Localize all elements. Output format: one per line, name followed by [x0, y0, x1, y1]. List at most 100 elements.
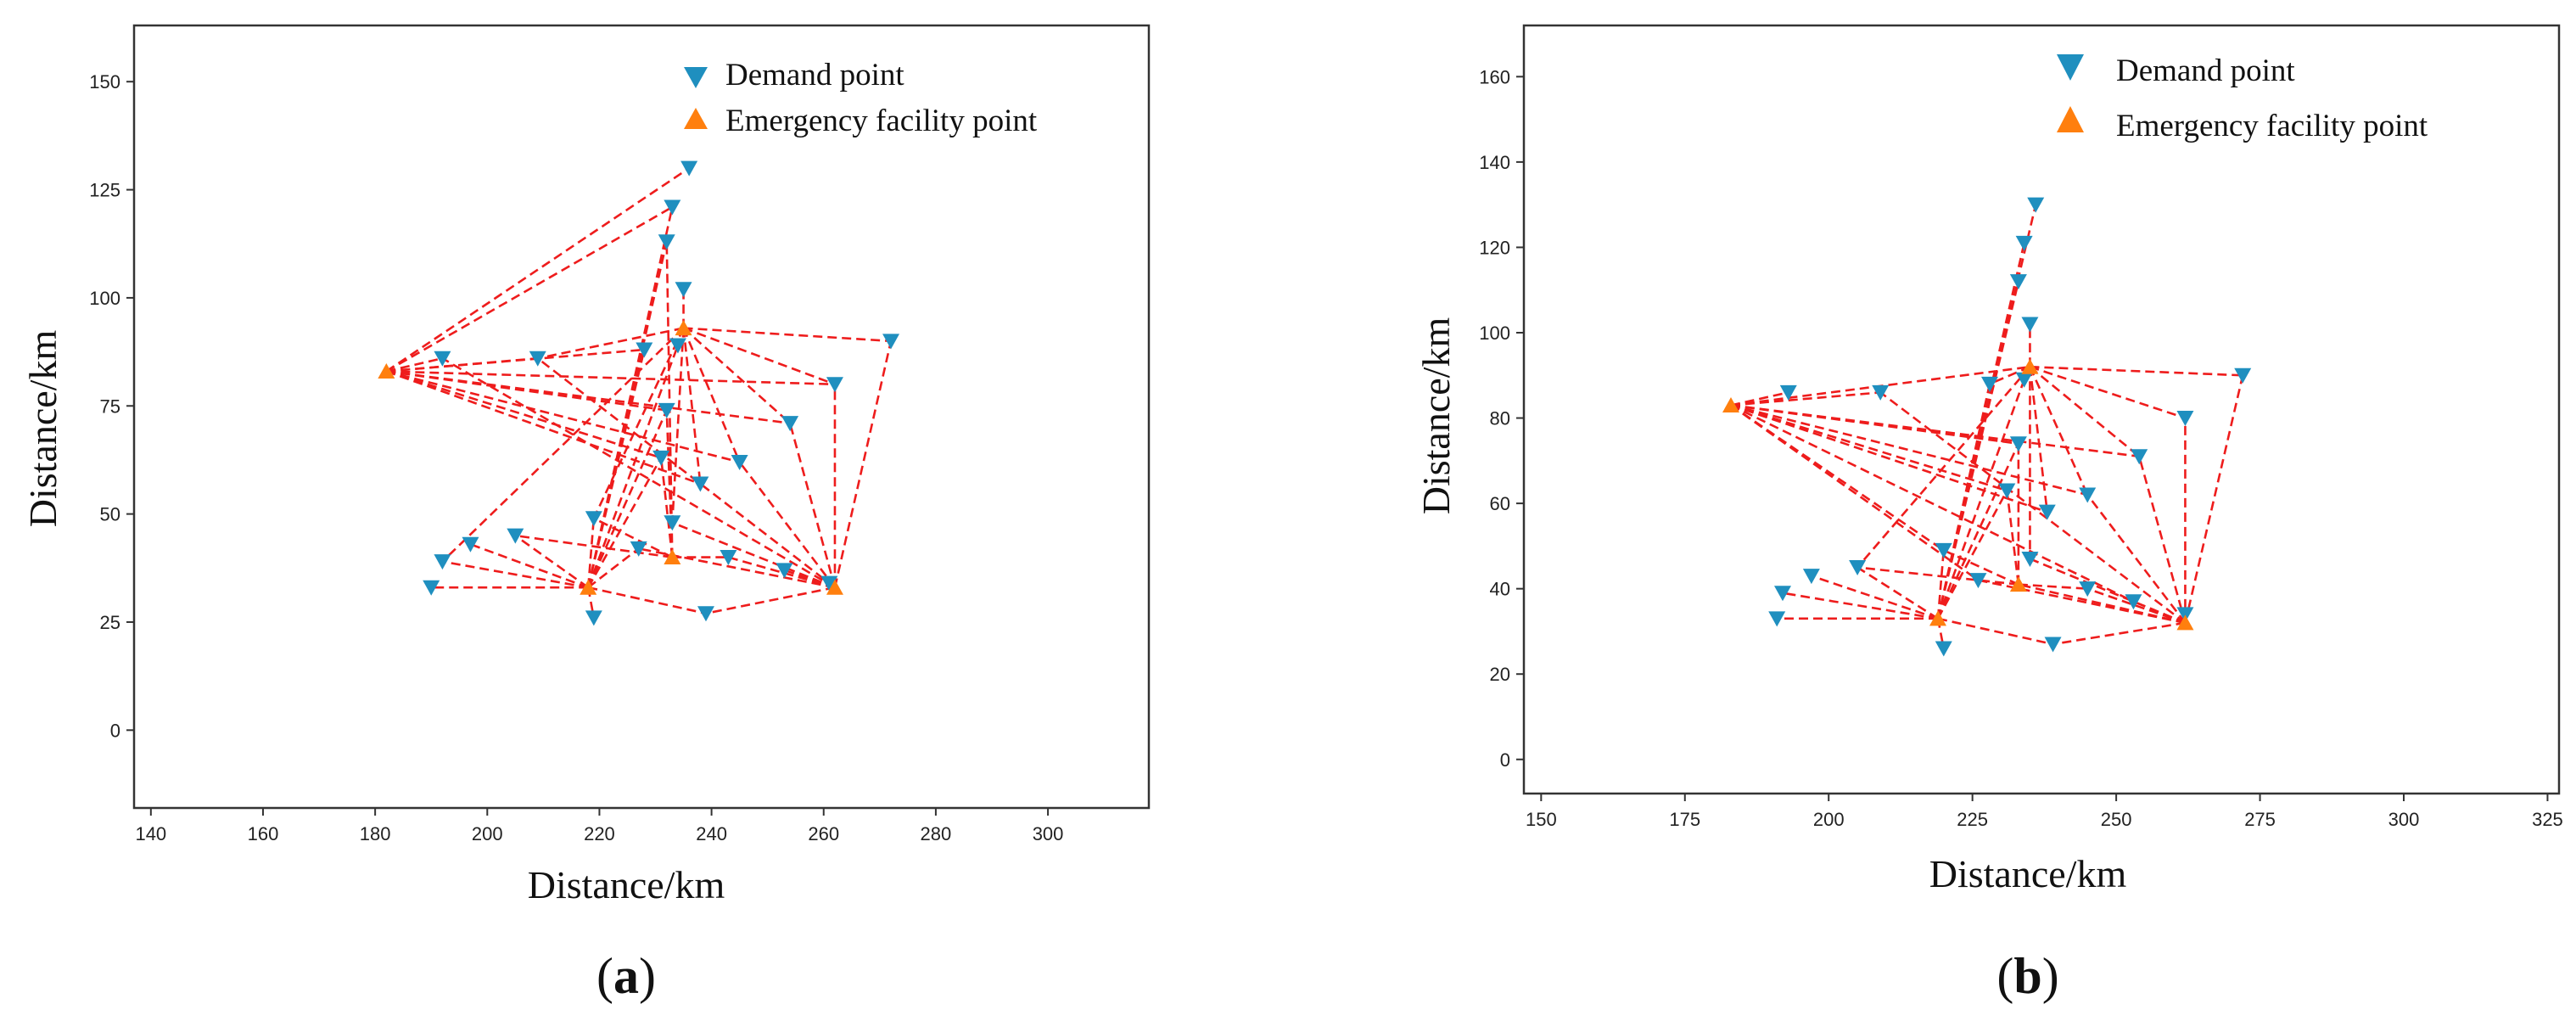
demand-point-marker — [675, 282, 692, 298]
y-tick-label: 150 — [89, 71, 120, 93]
route-lines-a — [385, 167, 893, 619]
facility-point-marker — [2021, 358, 2039, 374]
x-tick-label: 200 — [1813, 809, 1845, 830]
route-line — [385, 205, 673, 373]
x-tick-label: 150 — [1526, 809, 1557, 830]
y-axis-label-b: Distance/km — [1414, 317, 1458, 515]
chart-panel-a: 140 160 180 200 220 240 260 280 300 0 25 50 75 100 125… — [21, 24, 1151, 1004]
route-line — [1936, 490, 2008, 620]
y-tick-label: 120 — [1479, 237, 1510, 258]
route-line — [665, 241, 674, 558]
route-line — [2029, 367, 2049, 513]
demand-point-marker — [2176, 411, 2194, 427]
route-line — [2030, 365, 2186, 419]
demand-point-marker — [658, 402, 675, 418]
legend-b: Demand point Emergency facility point — [2057, 53, 2428, 143]
route-line — [1730, 404, 2088, 496]
x-tick-label: 280 — [921, 823, 952, 844]
demand-point-marker — [776, 563, 793, 579]
route-line — [441, 357, 836, 589]
demand-point-marker — [1768, 611, 1786, 627]
demand-point-marker — [2009, 274, 2027, 290]
y-tick-label: 40 — [1490, 579, 1510, 600]
route-line — [738, 461, 837, 588]
route-line — [592, 328, 685, 519]
legend-demand-label: Demand point — [725, 58, 904, 93]
demand-point-marker — [720, 550, 737, 566]
route-line — [593, 517, 673, 558]
route-line — [1989, 366, 2030, 385]
route-line — [1936, 384, 1991, 620]
x-tick-label: 160 — [248, 823, 279, 844]
legend-facility-label: Emergency facility point — [725, 104, 1038, 138]
demand-point-marker — [820, 575, 838, 592]
demand-point-marker — [664, 515, 681, 531]
demand-point-marker — [697, 606, 714, 622]
route-line — [683, 327, 836, 386]
route-line — [1811, 575, 1939, 620]
route-line — [833, 340, 893, 588]
route-line — [536, 357, 836, 589]
demand-point-marker — [882, 334, 900, 350]
facility-point-marker — [826, 579, 843, 595]
demand-point-marker — [2015, 372, 2033, 388]
axis-ticks-b: 150 175 200 225 250 275 300 325 0 20 40 60 80 100 120 1… — [1479, 66, 2563, 830]
legend-demand-label: Demand point — [2116, 53, 2295, 88]
facility-point-marker — [1929, 610, 1946, 626]
x-tick-label: 325 — [2532, 809, 2563, 830]
y-tick-label: 50 — [100, 504, 120, 525]
y-tick-label: 100 — [89, 288, 120, 309]
y-tick-label: 160 — [1479, 66, 1510, 87]
route-line — [586, 349, 646, 588]
route-line — [671, 521, 836, 589]
route-line — [587, 547, 640, 589]
demand-point-marker — [2044, 637, 2062, 653]
route-line — [587, 457, 663, 588]
facility-point-marker — [2009, 576, 2027, 592]
demand-point-marker — [2079, 581, 2097, 597]
demand-point-marker — [664, 199, 681, 216]
route-line — [1782, 592, 1939, 620]
route-line — [442, 560, 589, 589]
demand-point-marker — [423, 580, 440, 596]
plot-area-a — [132, 24, 1151, 810]
route-line — [659, 457, 674, 558]
y-tick-label: 0 — [110, 720, 120, 741]
demand-point-marker — [1935, 542, 1952, 558]
facility-point-marker — [1722, 396, 1739, 412]
legend-demand-marker — [2057, 54, 2084, 81]
demand-point-marker — [2027, 197, 2045, 213]
x-tick-label: 275 — [2244, 809, 2276, 830]
demand-point-marker — [1774, 586, 1791, 602]
route-line — [1856, 566, 1939, 620]
demand-point-marker — [2131, 449, 2148, 465]
chart-panel-b: 150 175 200 225 250 275 300 325 0 20 40 60 80 100 120 1… — [1414, 24, 2563, 1004]
x-axis-label-a: Distance/km — [528, 863, 725, 906]
demand-point-marker — [585, 610, 602, 626]
route-line — [386, 370, 740, 463]
plot-area-b — [1522, 24, 2561, 795]
route-line — [2086, 494, 2187, 624]
demand-point-marker — [2015, 235, 2033, 251]
panel-label-b: (b) — [1996, 948, 2058, 1004]
route-line — [665, 410, 674, 558]
x-tick-label: 260 — [808, 823, 839, 844]
y-tick-label: 0 — [1500, 749, 1510, 771]
demand-point-marker — [826, 377, 843, 393]
demand-point-marker — [1981, 376, 1998, 392]
route-line — [1730, 391, 1789, 407]
route-line — [682, 328, 741, 463]
x-tick-label: 300 — [1033, 823, 1064, 844]
route-line — [586, 518, 596, 588]
route-line — [682, 327, 791, 424]
demand-point-marker — [2125, 594, 2142, 610]
markers-b — [1722, 197, 2252, 657]
x-tick-label: 180 — [360, 823, 391, 844]
route-line — [385, 167, 690, 373]
route-line — [1730, 404, 2008, 492]
route-line — [1937, 617, 2053, 646]
route-line — [1730, 404, 2135, 603]
x-tick-label: 250 — [2101, 809, 2132, 830]
demand-point-marker — [2176, 607, 2194, 623]
